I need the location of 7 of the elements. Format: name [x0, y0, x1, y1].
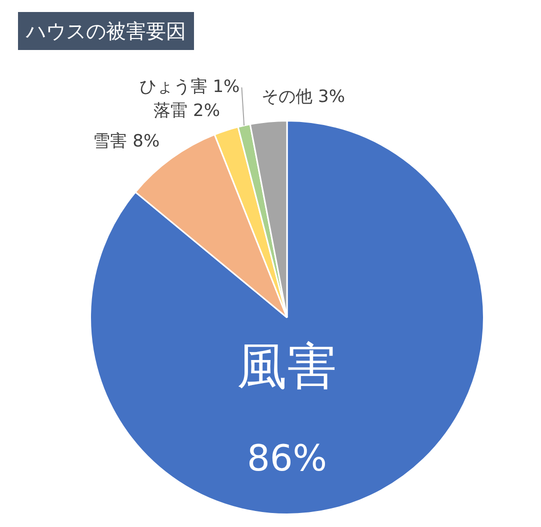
data-label: 86%	[246, 438, 328, 480]
slice-label: ひょう害 1%	[139, 76, 240, 97]
chart-title: ハウスの被害要因	[18, 12, 194, 50]
slice-label: 落雷 2%	[154, 100, 220, 121]
slice-label: 風害	[237, 338, 338, 396]
slice-label: その他 3%	[262, 87, 345, 108]
slice-label: 雪害 8%	[93, 132, 160, 152]
